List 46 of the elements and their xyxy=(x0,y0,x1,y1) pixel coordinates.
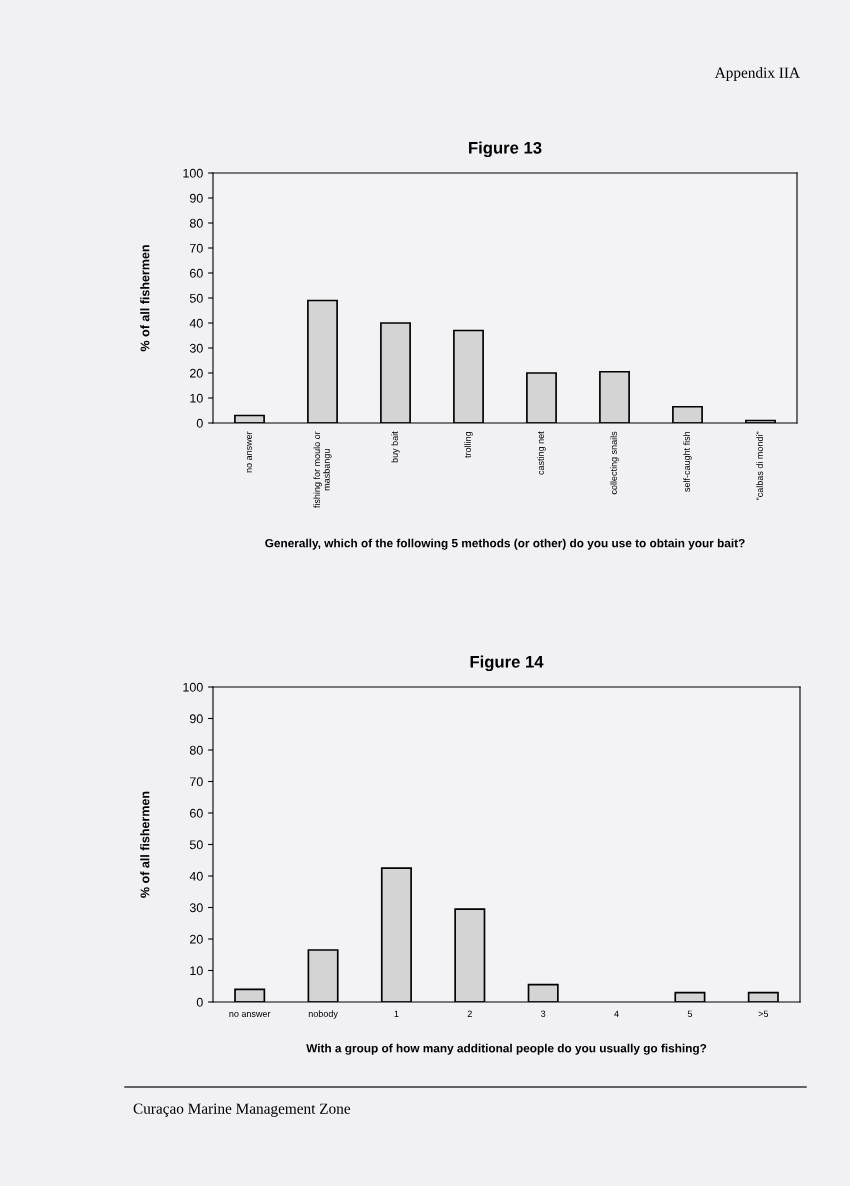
x-tick-label: >5 xyxy=(758,1010,769,1017)
y-tick-label: 60 xyxy=(190,808,203,818)
y-tick-label: 70 xyxy=(190,777,203,787)
y-tick-label: 70 xyxy=(190,243,203,253)
y-tick-label: 50 xyxy=(189,840,203,850)
y-tick-label: 90 xyxy=(189,714,203,724)
y-tick-label: 80 xyxy=(189,745,203,755)
x-tick-label: fishing for moulo or masbangu xyxy=(313,431,332,508)
y-axis-title: % of all fishermen xyxy=(140,245,150,352)
text: Appendix IIA xyxy=(714,67,800,81)
x-tick-label: collecting snails xyxy=(610,431,619,495)
x-tick-label: no answer xyxy=(246,431,252,473)
y-tick-label: 30 xyxy=(189,343,203,353)
y-axis-title: % of all fishermen xyxy=(140,791,150,898)
chart-title: Figure 13 xyxy=(469,141,542,158)
y-tick-label: 30 xyxy=(189,903,203,913)
y-tick-label: 20 xyxy=(190,368,203,378)
x-axis-title: Generally, which of the following 5 methods (or other) do you use to obtain your bait? xyxy=(265,538,745,550)
y-tick-label: 60 xyxy=(190,268,203,278)
x-tick-label: no answer xyxy=(229,1012,271,1017)
x-tick-label: casting net xyxy=(537,431,546,475)
y-tick-label: 90 xyxy=(189,193,203,203)
x-tick-label: 2 xyxy=(467,1010,472,1017)
text: Curaçao Marine Management Zone xyxy=(133,1103,351,1117)
y-tick-label: 0 xyxy=(196,997,203,1007)
y-tick-label: 100 xyxy=(183,682,203,692)
x-tick-label: 1 xyxy=(394,1010,399,1017)
chart-title: Figure 14 xyxy=(470,655,544,672)
y-tick-label: 10 xyxy=(190,966,203,976)
y-tick-label: 40 xyxy=(189,871,203,881)
x-tick-label: 5 xyxy=(687,1010,693,1017)
y-tick-label: 80 xyxy=(189,218,203,228)
y-tick-label: 50 xyxy=(189,293,203,303)
y-tick-label: 40 xyxy=(189,318,203,328)
x-tick-label: nobody xyxy=(308,1010,338,1019)
x-tick-label: buy bait xyxy=(391,431,400,463)
x-tick-label: "calbas di mondi" xyxy=(756,431,763,501)
x-tick-label: self-caught fish xyxy=(683,431,692,492)
x-tick-label: trolling xyxy=(464,431,473,458)
y-tick-label: 0 xyxy=(196,418,203,428)
x-axis-title: With a group of how many additional people do you usually go fishing? xyxy=(306,1043,707,1055)
y-tick-label: 100 xyxy=(183,168,203,178)
x-tick-label: 4 xyxy=(614,1010,619,1017)
y-tick-label: 10 xyxy=(190,393,203,403)
x-tick-label: 3 xyxy=(541,1010,546,1017)
y-tick-label: 20 xyxy=(190,934,203,944)
